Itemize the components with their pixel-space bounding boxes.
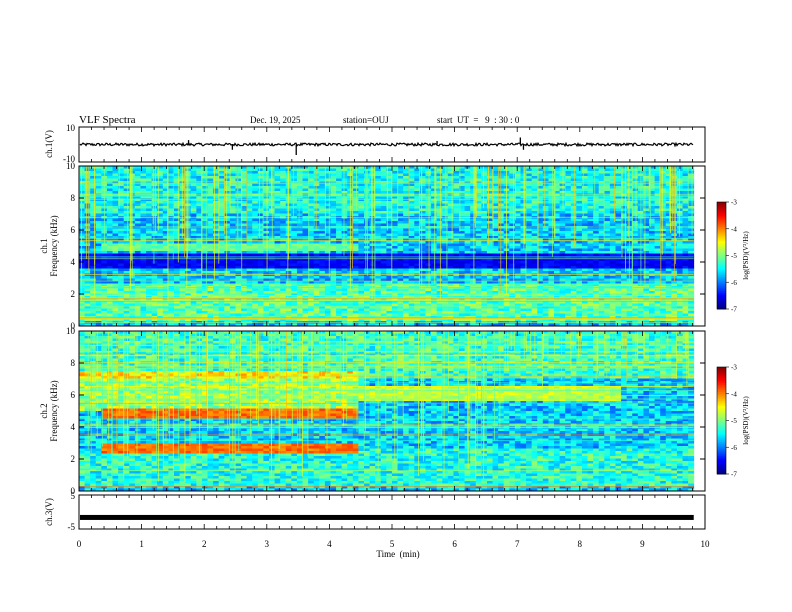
header-station: station=OUJ (343, 115, 389, 125)
ch2-spectrogram-image (79, 331, 695, 491)
x-tick-label-10: 10 (701, 539, 711, 549)
x-tick-label-4: 4 (327, 539, 332, 549)
x-tick-label-2: 2 (202, 539, 207, 549)
ch2-spectrogram-channel-label: ch.2 (39, 403, 49, 418)
x-tick-label-0: 0 (77, 539, 82, 549)
x-axis-title: Time (min) (376, 549, 419, 559)
ch2-spectrogram-ylabel: Frequency (kHz) (49, 380, 59, 441)
cb2-label: log(PSD)(V²/Hz) (742, 396, 750, 445)
spec1-ytick-label-4: 8 (71, 193, 76, 203)
x-tick-label-6: 6 (452, 539, 457, 549)
spec1-ytick-label-3: 6 (71, 225, 76, 235)
panel-ch1-spectrogram: 0 2 4 6 8 10 ch.1 Frequency (kHz) (39, 161, 706, 331)
ch3-ytick-top: 5 (71, 491, 76, 501)
ch1-waveform-spikes (187, 137, 525, 155)
spec2-ytick-label-4: 8 (71, 358, 76, 368)
ch1-ytick-bottom: -10 (63, 154, 75, 164)
spec1-ytick-label-0: 0 (71, 321, 76, 331)
spec1-ytick-label-2: 4 (71, 257, 76, 267)
ch1-spectrogram-image (79, 166, 695, 326)
cb2-tick-1: -4 (731, 390, 737, 398)
spec2-ytick-label-5: 10 (66, 326, 76, 336)
ch1-waveform-trace (79, 141, 694, 148)
ch1-spectrogram-ylabel: Frequency (kHz) (49, 215, 59, 276)
ch1-ylabel: ch.1(V) (44, 130, 54, 158)
cb2-tick-4: -7 (731, 471, 737, 479)
x-tick-label-3: 3 (265, 539, 270, 549)
cb1-tick-4: -7 (731, 306, 737, 314)
x-tick-label-7: 7 (515, 539, 520, 549)
cb1-tick-1: -4 (731, 225, 737, 233)
spec2-ytick-label-0: 0 (71, 486, 76, 496)
x-tick-label-1: 1 (139, 539, 144, 549)
ch2-colorbar: -3 -4 -5 -6 -7 log(PSD)(V²/Hz) (716, 364, 750, 479)
cb1-tick-2: -5 (731, 252, 737, 260)
panel-ch3-waveform-frame (78, 494, 706, 530)
ch1-spectrogram-yticks: 0 2 4 6 8 10 (66, 161, 705, 331)
ch1-spectrogram-channel-label: ch.1 (39, 238, 49, 253)
ch2-spectrogram-yticks: 0 2 4 6 8 10 (66, 326, 705, 496)
x-axis-tick-labels: 0 1 2 3 4 5 6 7 8 9 10 (77, 539, 710, 549)
header-start-time: start UT = 9 : 30 : 0 (437, 115, 520, 125)
header-date: Dec. 19, 2025 (250, 115, 301, 125)
spec2-ytick-label-1: 2 (71, 454, 76, 464)
panel-ch1-waveform: 10 -10 ch.1(V) (44, 123, 706, 164)
spec1-ytick-label-5: 10 (66, 161, 76, 171)
x-tick-label-8: 8 (578, 539, 583, 549)
ch3-ylabel: ch.3(V) (44, 498, 54, 526)
x-tick-label-5: 5 (390, 539, 395, 549)
cb2-tick-0: -3 (731, 364, 737, 372)
cb2-tick-3: -6 (731, 444, 737, 452)
x-axis-ticks (78, 127, 706, 529)
panel-ch3-waveform: 5 -5 ch.3(V) (44, 491, 706, 532)
cb1-tick-3: -6 (731, 279, 737, 287)
spec2-ytick-label-3: 6 (71, 390, 76, 400)
cb1-tick-0: -3 (731, 199, 737, 207)
cb2-tick-2: -5 (731, 417, 737, 425)
panel-ch2-spectrogram: 0 2 4 6 8 10 ch.2 Frequency (kHz) (39, 326, 706, 496)
ch3-ytick-bottom: -5 (68, 522, 76, 532)
spec1-ytick-label-1: 2 (71, 289, 76, 299)
cb1-label: log(PSD)(V²/Hz) (742, 231, 750, 280)
chart-title: VLF Spectra (79, 114, 136, 126)
ch1-ytick-top: 10 (66, 123, 76, 133)
ch3-waveform-trace (80, 514, 694, 520)
spec2-ytick-label-2: 4 (71, 422, 76, 432)
x-tick-label-9: 9 (640, 539, 645, 549)
ch1-colorbar: -3 -4 -5 -6 -7 log(PSD)(V²/Hz) (716, 199, 750, 314)
